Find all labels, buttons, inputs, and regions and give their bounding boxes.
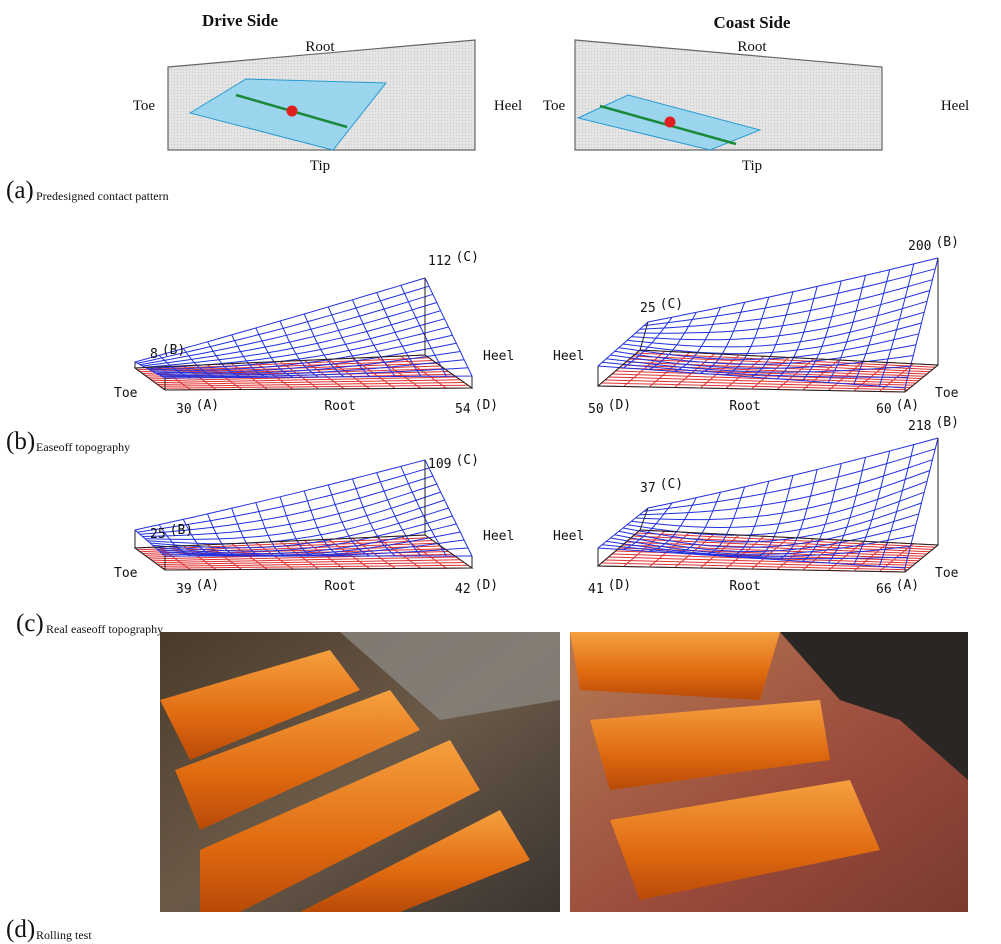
root-label: Root [737,39,767,55]
point-label: (C) [660,297,683,312]
corner-post [640,322,648,350]
toe-label: Toe [935,386,959,401]
heel-label: Heel [941,98,969,114]
value-label: 60 [876,402,892,417]
panel-label: (d) [6,916,35,943]
surface-grid [615,281,916,381]
heel-label: Heel [553,529,584,544]
photo [570,632,968,912]
page: Drive Side Root Toe Heel Tip Coast Side … [0,0,1001,944]
figure: Drive Side Root Toe Heel Tip Coast Side … [0,0,1001,944]
point-label: (D) [475,578,498,593]
heel-label: Heel [483,349,514,364]
panel-caption: Real easeoff topography [46,622,163,636]
point-label: (D) [608,398,631,413]
value-label: 42 [455,582,471,597]
contact-point [665,117,676,128]
point-label: (A) [196,578,219,593]
root-label: Root [305,39,335,55]
side-title: Coast Side [714,13,791,32]
root-label: Root [729,579,760,594]
panel-caption: Easeoff topography [36,440,130,454]
root-label: Root [729,399,760,414]
value-label: 66 [876,582,892,597]
point-label: (D) [608,578,631,593]
surface-grid [163,285,469,376]
toe-label: Toe [133,98,156,114]
panel-label: (c) [16,610,44,637]
toe-label: Toe [114,386,138,401]
value-label: 30 [176,402,192,417]
value-label: 37 [640,481,656,496]
point-label: (C) [660,477,683,492]
tip-label: Tip [310,158,330,174]
value-label: 8 [150,347,158,362]
point-label: (A) [896,578,919,593]
toe-label: Toe [114,566,138,581]
heel-label: Heel [483,529,514,544]
value-label: 41 [588,582,604,597]
surface-grid [165,278,472,378]
photo [160,632,560,912]
panel-label: (a) [6,177,34,204]
panel-caption: Predesigned contact pattern [36,189,169,203]
value-label: 25 [150,527,166,542]
tip-label: Tip [742,158,762,174]
toe-label: Toe [935,566,959,581]
value-label: 39 [176,582,192,597]
value-label: 218 [908,419,931,434]
point-label: (B) [935,415,958,430]
root-label: Root [324,399,355,414]
heel-label: Heel [494,98,522,114]
point-label: (C) [455,250,478,265]
value-label: 25 [640,301,656,316]
panel-label: (b) [6,428,35,455]
contact-point [287,106,298,117]
root-label: Root [324,579,355,594]
value-label: 54 [455,402,471,417]
heel-label: Heel [553,349,584,364]
value-label: 50 [588,402,604,417]
point-label: (B) [935,235,958,250]
point-label: (B) [162,343,185,358]
value-label: 109 [428,457,451,472]
panel-caption: Rolling test [36,928,92,942]
point-label: (D) [475,398,498,413]
toe-label: Toe [543,98,566,114]
value-label: 112 [428,254,451,269]
point-label: (C) [455,453,478,468]
side-title: Drive Side [202,11,278,30]
value-label: 200 [908,239,931,254]
point-label: (A) [196,398,219,413]
point-label: (B) [170,523,193,538]
point-label: (A) [896,398,919,413]
